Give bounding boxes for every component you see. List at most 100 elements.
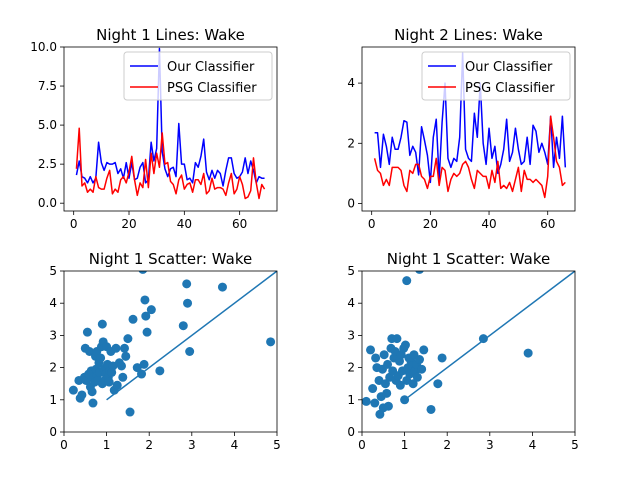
scatter-point (104, 377, 114, 387)
x-tick-label: 0 (70, 217, 78, 231)
x-tick-label: 2 (443, 438, 451, 452)
y-tick-label: 4 (347, 296, 355, 310)
scatter-point (433, 379, 443, 389)
scatter-point (142, 327, 152, 337)
y-tick-label: 3 (49, 328, 57, 342)
x-tick-label: 3 (188, 438, 196, 452)
chart-3: Night 1 Scatter: Wake 0 1 2 3 4 5 0 1 2 3 4 5 (49, 250, 280, 452)
plot-area (362, 271, 575, 419)
series-line-2 (373, 115, 566, 199)
y-tick-label: 0.0 (38, 196, 57, 210)
scatter-point (155, 366, 165, 376)
y-tick-label: 0 (49, 425, 57, 439)
legend-label: Our Classifier (465, 60, 553, 75)
scatter-point (77, 390, 87, 400)
legend-box (421, 51, 571, 101)
scatter-point (368, 384, 378, 394)
axes-frame (63, 46, 278, 212)
y-tick-label: 4 (347, 76, 355, 90)
scatter-point (183, 298, 193, 308)
scatter-point (125, 407, 135, 417)
x-tick-label: 0 (358, 438, 366, 452)
y-tick-label: 1 (49, 393, 57, 407)
axes-frame (63, 270, 278, 433)
chart-title: Night 1 Scatter: Wake (89, 250, 253, 268)
identity-line (404, 271, 575, 401)
x-tick-label: 2 (145, 438, 153, 452)
scatter-point (119, 343, 129, 353)
scatter-point (85, 347, 95, 356)
scatter-point (370, 398, 380, 408)
scatter-point (141, 311, 151, 321)
scatter-point (140, 295, 150, 305)
x-tick-label: 4 (231, 438, 239, 452)
scatter-point (478, 334, 488, 344)
scatter-point (412, 372, 422, 382)
plot-area (373, 52, 567, 199)
x-tick-label: 40 (481, 217, 496, 231)
scatter-point (82, 327, 92, 337)
chart-4: Night 1 Scatter: Wake 0 1 2 3 4 5 0 1 2 3 4 5 (347, 250, 578, 452)
scatter-point (400, 340, 410, 350)
scatter-point (383, 401, 393, 411)
scatter-point (138, 271, 148, 274)
scatter-point (415, 355, 425, 365)
scatter-point (97, 319, 107, 329)
y-tick-label: 2.5 (38, 157, 57, 171)
scatter-point (139, 359, 149, 369)
scatter-point (146, 305, 156, 315)
y-tick-label: 0 (347, 196, 355, 210)
x-tick-label: 1 (103, 438, 111, 452)
scatter-point (415, 271, 424, 274)
y-tick-label: 4 (49, 296, 57, 310)
plot-area (75, 47, 266, 200)
scatter-point (408, 379, 418, 389)
scatter-point (128, 314, 138, 324)
y-tick-label: 3 (347, 328, 355, 342)
series-line-1 (75, 47, 265, 187)
x-tick-label: 0 (60, 438, 68, 452)
scatter-point (217, 282, 227, 292)
y-tick-label: 0 (347, 425, 355, 439)
scatter-point (123, 334, 133, 344)
x-tick-label: 4 (529, 438, 537, 452)
scatter-point (362, 396, 371, 406)
legend-label: Our Classifier (167, 60, 255, 75)
legend: Our Classifier PSG Classifier (421, 51, 571, 101)
scatter-point (419, 345, 429, 355)
chart-1: Night 1 Lines: Wake 0 20 40 60 0.0 2.5 5.0 7.5 10… (30, 26, 278, 231)
chart-2: Night 2 Lines: Wake 0 20 40 60 0 2 4 Our Classif… (347, 26, 576, 231)
x-tick-label: 3 (486, 438, 494, 452)
y-tick-label: 5 (49, 264, 57, 278)
legend-box (123, 51, 273, 101)
series-line-1 (374, 52, 567, 184)
scatter-point (118, 372, 128, 382)
identity-line (106, 271, 277, 401)
x-tick-label: 20 (121, 217, 136, 231)
scatter-point (121, 351, 131, 361)
series-line-2 (75, 127, 266, 200)
scatter-point (392, 334, 402, 344)
scatter-point (178, 321, 188, 331)
scatter-point (366, 345, 376, 355)
scatter-point (371, 353, 381, 363)
legend-label: PSG Classifier (167, 81, 257, 96)
x-tick-label: 40 (177, 217, 192, 231)
axes-frame (361, 270, 576, 433)
x-tick-label: 5 (273, 438, 281, 452)
scatter-point (87, 387, 97, 397)
scatter-point (383, 359, 393, 369)
x-tick-label: 60 (540, 217, 555, 231)
chart-title: Night 2 Lines: Wake (394, 26, 543, 44)
chart-title: Night 1 Scatter: Wake (387, 250, 551, 268)
scatter-point (68, 385, 78, 395)
y-tick-label: 10.0 (30, 40, 57, 54)
y-tick-label: 1 (347, 393, 355, 407)
scatter-point (132, 363, 142, 373)
y-tick-label: 2 (347, 361, 355, 375)
scatter-point (426, 404, 436, 414)
y-tick-label: 7.5 (38, 79, 57, 93)
y-tick-label: 5.0 (38, 118, 57, 132)
scatter-point (112, 380, 122, 390)
scatter-point (266, 337, 276, 347)
